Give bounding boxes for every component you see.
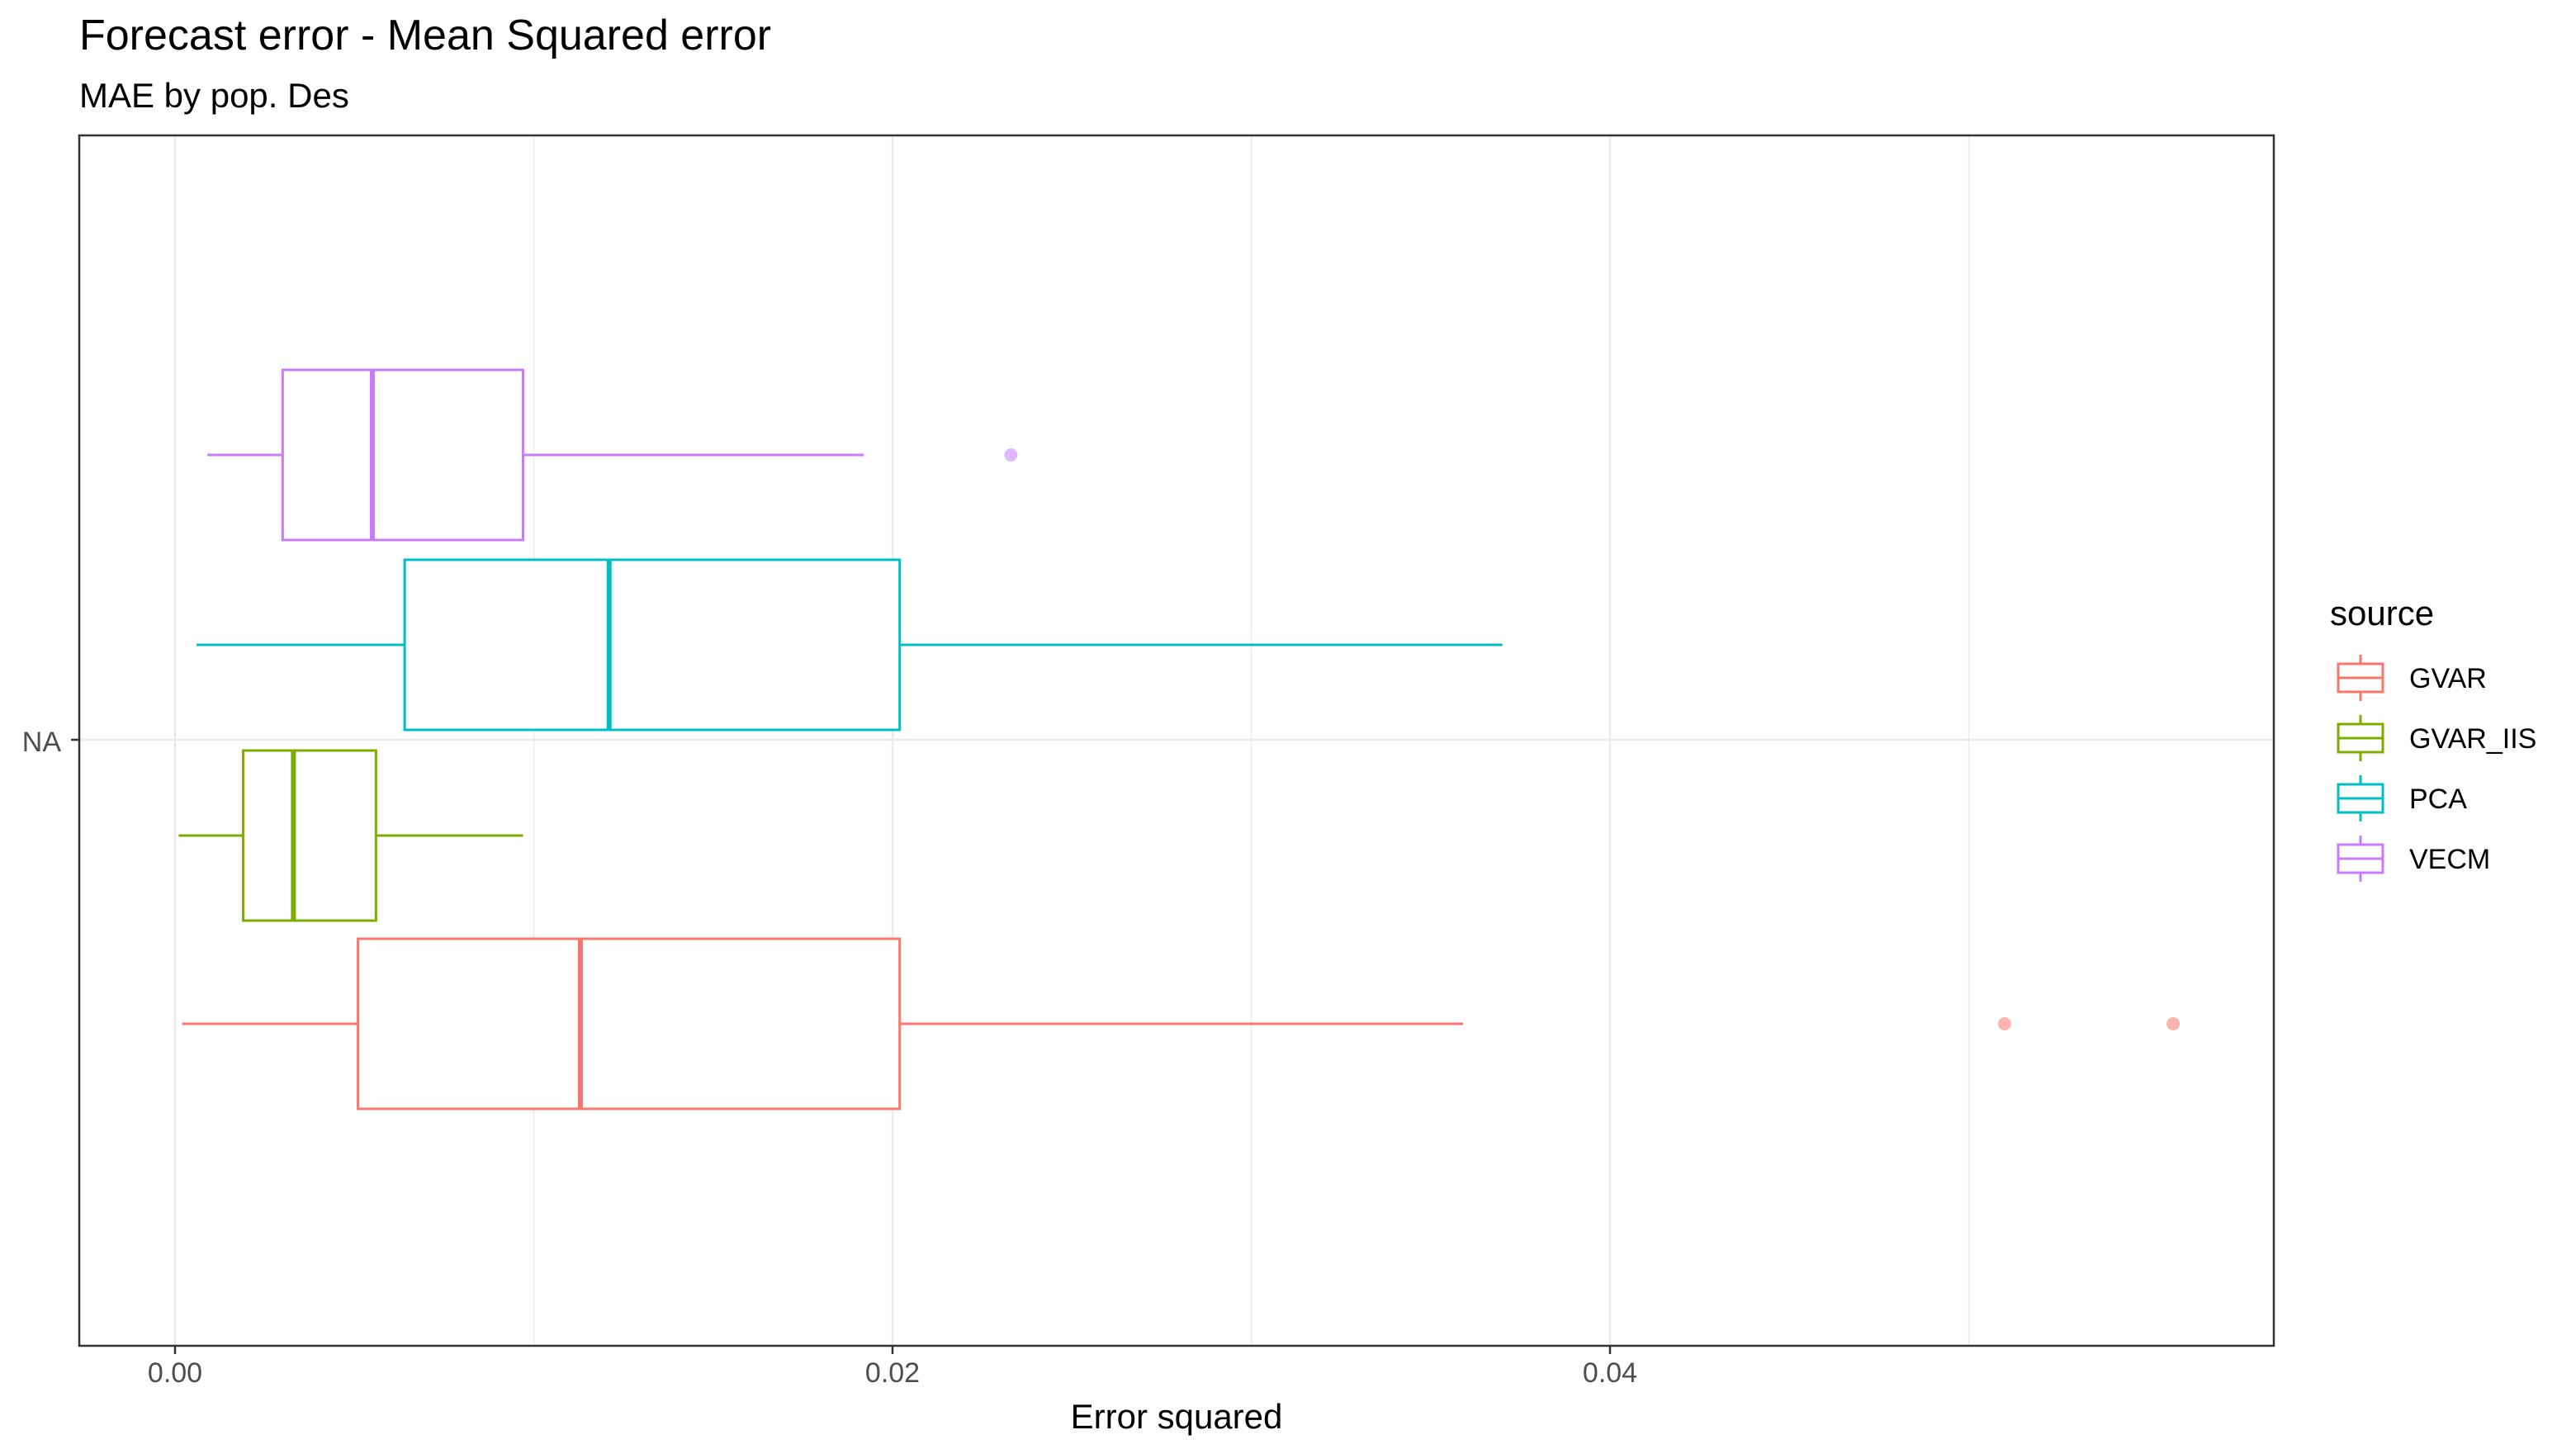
- x-tick-label: 0.00: [148, 1357, 202, 1389]
- box: [242, 749, 377, 922]
- legend-item-gvar: GVAR: [2337, 655, 2487, 701]
- box: [357, 937, 902, 1110]
- x-axis: 0.00 0.02 0.04: [148, 1346, 1637, 1389]
- legend-label: PCA: [2409, 784, 2467, 815]
- chart-subtitle: MAE by pop. Des: [79, 76, 349, 115]
- boxplot-gvar: [182, 937, 2181, 1110]
- legend-label: GVAR: [2409, 663, 2487, 694]
- outlier-point: [1997, 1017, 2011, 1030]
- x-tick-label: 0.02: [865, 1357, 920, 1389]
- y-axis: NA: [22, 727, 79, 758]
- box: [403, 558, 902, 732]
- boxplots: [178, 368, 2181, 1110]
- legend-item-vecm: VECM: [2337, 836, 2490, 882]
- y-tick-label: NA: [22, 727, 62, 758]
- outlier-point: [1004, 448, 1018, 462]
- boxplot-vecm: [207, 368, 1018, 542]
- boxplot-gvar-iis: [178, 749, 523, 922]
- box: [281, 368, 524, 542]
- legend-label: VECM: [2409, 844, 2490, 875]
- x-axis-title: Error squared: [1071, 1397, 1283, 1436]
- grid-lines: [79, 135, 2274, 1346]
- outlier-point: [2166, 1017, 2181, 1030]
- chart-title: Forecast error - Mean Squared error: [79, 12, 771, 59]
- x-tick-label: 0.04: [1583, 1357, 1637, 1389]
- legend: source GVAR GVAR_IIS PCA VECM: [2330, 594, 2536, 882]
- legend-title: source: [2330, 594, 2434, 632]
- legend-item-gvar-iis: GVAR_IIS: [2337, 715, 2536, 761]
- legend-label: GVAR_IIS: [2409, 723, 2536, 755]
- plot-panel: [78, 134, 2275, 1347]
- boxplot-pca: [197, 558, 1503, 732]
- legend-item-pca: PCA: [2337, 775, 2467, 822]
